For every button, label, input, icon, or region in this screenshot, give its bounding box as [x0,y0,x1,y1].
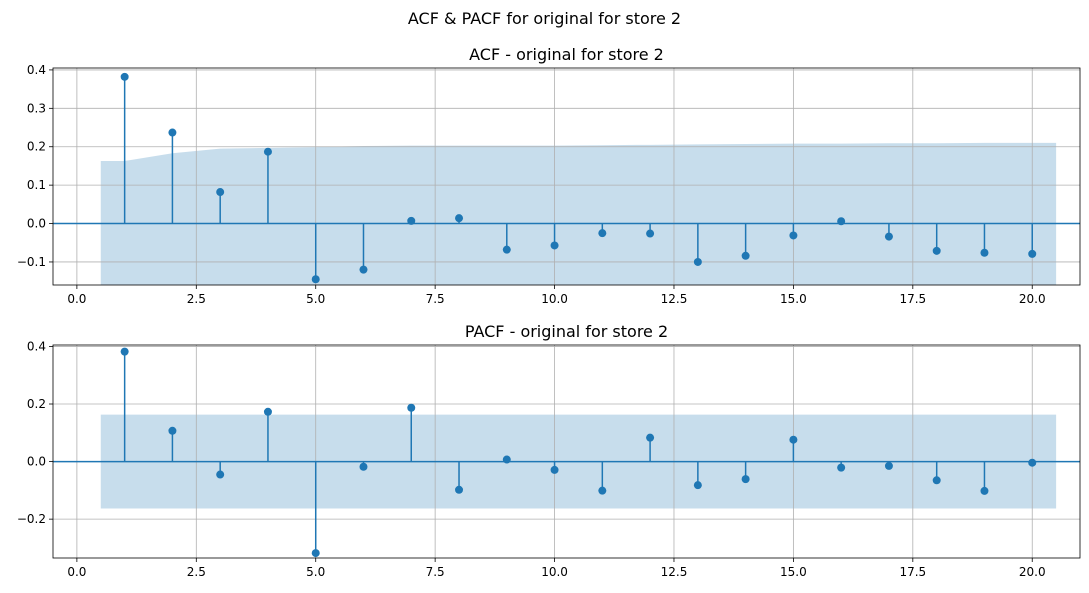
pacf-marker-lag-8 [455,485,464,494]
pacf-y-tick-label: 0.2 [27,397,46,411]
pacf-marker-lag-6 [359,462,368,471]
acf-x-tick-label: 7.5 [426,292,445,306]
pacf-marker-lag-13 [693,481,702,490]
acf-x-tick-label: 10.0 [541,292,568,306]
acf-marker-lag-13 [693,257,702,266]
pacf-marker-lag-16 [837,463,846,472]
pacf-marker-lag-1 [120,347,129,356]
acf-frame [52,67,1081,286]
pacf-frame [52,344,1081,559]
pacf-x-tick-label: 7.5 [426,565,445,579]
pacf-marker-lag-7 [407,403,416,412]
acf-marker-lag-2 [168,128,177,137]
acf-x-tick-label: 2.5 [187,292,206,306]
pacf-marker-lag-14 [741,475,750,484]
figure-suptitle: ACF & PACF for original for store 2 [408,9,681,28]
pacf-x-tick-label: 2.5 [187,565,206,579]
pacf-y-tick-label: −0.2 [17,512,46,526]
acf-marker-lag-9 [502,245,511,254]
acf-marker-lag-3 [216,188,225,197]
pacf-marker-lag-19 [980,486,989,495]
acf-axes: ACF - original for store 2 0.0 2.5 5.0 7.5 10… [17,45,1081,306]
pacf-marker-lag-4 [263,407,272,416]
acf-y-tick-label: −0.1 [17,255,46,269]
pacf-x-tick-label: 15.0 [780,565,807,579]
acf-x-tick-label: 0.0 [67,292,86,306]
pacf-x-tick-label: 12.5 [661,565,688,579]
acf-marker-lag-19 [980,248,989,257]
acf-title: ACF - original for store 2 [469,45,664,64]
acf-x-tick-label: 12.5 [661,292,688,306]
pacf-marker-lag-5 [311,549,320,558]
acf-x-tick-label: 5.0 [306,292,325,306]
pacf-x-tick-label: 0.0 [67,565,86,579]
acf-marker-lag-12 [646,229,655,238]
acf-marker-lag-7 [407,216,416,225]
pacf-marker-lag-12 [646,433,655,442]
pacf-marker-lag-18 [932,476,941,485]
acf-confidence-band [100,142,1057,285]
acf-y-tick-label: 0.3 [27,101,46,115]
pacf-marker-lag-15 [789,435,798,444]
acf-marker-lag-8 [455,214,464,223]
pacf-axes: PACF - original for store 2 0.0 2.5 5.0 7.5 1… [17,322,1081,579]
acf-y-tick-label: 0.4 [27,63,46,77]
pacf-x-tick-label: 5.0 [306,565,325,579]
pacf-marker-lag-9 [502,455,511,464]
pacf-y-tick-label: 0.4 [27,339,46,353]
acf-y-tick-label: 0.2 [27,140,46,154]
acf-marker-lag-14 [741,251,750,260]
acf-marker-lag-5 [311,275,320,284]
acf-marker-lag-10 [550,241,559,250]
acf-x-tick-label: 17.5 [899,292,926,306]
acf-marker-lag-16 [837,217,846,226]
acf-marker-lag-18 [932,246,941,255]
acf-marker-lag-4 [263,147,272,156]
acf-x-tick-label: 15.0 [780,292,807,306]
acf-marker-lag-11 [598,229,607,238]
acf-y-tick-label: 0.1 [27,178,46,192]
pacf-x-tick-label: 17.5 [899,565,926,579]
pacf-marker-lag-3 [216,470,225,479]
pacf-marker-lag-2 [168,426,177,435]
acf-marker-lag-1 [120,72,129,81]
acf-x-tick-label: 20.0 [1019,292,1046,306]
pacf-title: PACF - original for store 2 [465,322,668,341]
pacf-x-tick-label: 20.0 [1019,565,1046,579]
acf-marker-lag-20 [1028,249,1037,258]
acf-y-tick-label: 0.0 [27,217,46,231]
pacf-marker-lag-11 [598,486,607,495]
acf-marker-lag-17 [884,232,893,241]
acf-marker-lag-6 [359,265,368,274]
pacf-x-tick-label: 10.0 [541,565,568,579]
pacf-y-tick-label: 0.0 [27,455,46,469]
acf-marker-lag-15 [789,231,798,240]
pacf-marker-lag-20 [1028,458,1037,467]
pacf-marker-lag-10 [550,465,559,474]
pacf-marker-lag-17 [884,461,893,470]
